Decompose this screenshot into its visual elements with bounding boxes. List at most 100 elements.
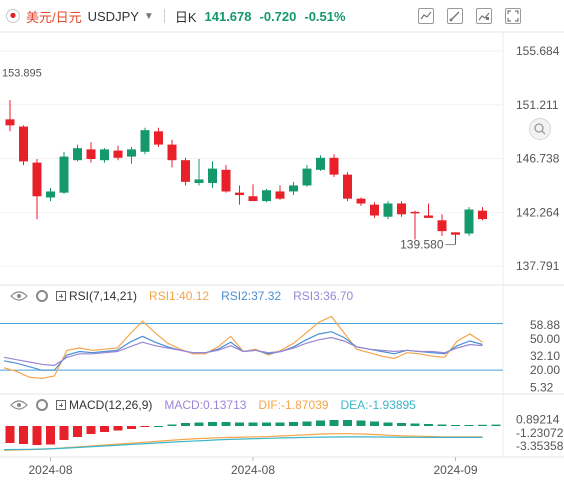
candle-body xyxy=(410,211,420,214)
macd-histogram-bar xyxy=(343,420,352,426)
macd-histogram-bar xyxy=(208,422,217,426)
draw-icon[interactable] xyxy=(447,8,463,24)
macd-tick-label: -1.23072 xyxy=(516,426,564,440)
candle-body xyxy=(113,150,123,158)
price-tick-label: 151.211 xyxy=(516,98,559,112)
candle-body xyxy=(275,191,285,199)
low-price-label: 139.580 xyxy=(400,238,444,252)
rsi3-value: RSI3:36.70 xyxy=(293,289,354,303)
candle-body xyxy=(32,162,42,197)
rsi-tick-label: 32.10 xyxy=(530,349,560,363)
candle-body xyxy=(59,156,69,193)
macd-histogram-bar xyxy=(194,422,204,426)
rsi-line-rsi1 xyxy=(3,315,483,379)
candle-body xyxy=(235,192,244,196)
candle-body xyxy=(262,190,271,202)
macd-histogram-bar xyxy=(262,422,271,426)
rsi-settings-icon[interactable] xyxy=(36,290,48,302)
candle-body xyxy=(194,179,204,184)
macd-histogram-bar xyxy=(410,423,420,426)
currency-flag-icon xyxy=(6,9,20,23)
rsi2-value: RSI2:37.32 xyxy=(221,289,282,303)
candle-body xyxy=(478,210,487,220)
candle-body xyxy=(5,119,15,126)
header-divider xyxy=(163,9,165,23)
dif-value: DIF:-1.87039 xyxy=(258,398,329,412)
rsi-tick-label: 58.88 xyxy=(530,318,560,332)
rsi-pane xyxy=(3,315,483,379)
candle-body xyxy=(302,168,312,186)
price-tick-label: 137.791 xyxy=(516,259,560,273)
macd-histogram-bar xyxy=(59,426,69,440)
macd-histogram-bar xyxy=(235,422,244,426)
candle-body xyxy=(208,168,217,184)
candle-body xyxy=(370,204,379,216)
fullscreen-icon[interactable] xyxy=(505,8,521,24)
rsi1-value: RSI1:40.12 xyxy=(149,289,210,303)
macd-histogram-bar xyxy=(73,426,82,437)
rsi-indicator-name[interactable]: RSI(7,14,21) xyxy=(69,289,138,303)
macd-expand-icon[interactable] xyxy=(56,400,66,410)
candle-body xyxy=(343,174,352,199)
rsi-line-rsi3 xyxy=(3,336,483,367)
timeframe-selector[interactable]: 日K xyxy=(174,9,197,25)
candle-body xyxy=(248,196,258,202)
time-tick-label: 2024-08 xyxy=(28,463,72,477)
candle-body xyxy=(437,220,447,232)
macd-pane xyxy=(3,420,501,451)
grid-lines xyxy=(0,31,564,458)
macd-tick-label: -3.35358 xyxy=(516,439,564,453)
macd-histogram-bar xyxy=(248,422,258,426)
candle-body xyxy=(127,149,136,157)
macd-histogram-bar xyxy=(478,424,487,426)
candle-body xyxy=(46,191,55,198)
symbol-dropdown-icon[interactable]: ▼ xyxy=(143,10,154,22)
indicator-icon[interactable] xyxy=(476,8,492,24)
candle-body xyxy=(181,160,190,182)
macd-histogram-bar xyxy=(329,420,339,426)
macd-histogram-bar xyxy=(181,423,190,426)
rsi-tick-label: 50.00 xyxy=(530,332,560,346)
dea-value: DEA:-1.93895 xyxy=(340,398,416,412)
macd-indicator-name[interactable]: MACD(12,26,9) xyxy=(69,398,153,412)
candle-body xyxy=(140,130,150,152)
macd-histogram-bar xyxy=(491,424,501,426)
macd-dea-line xyxy=(3,436,483,451)
macd-tick-label: 0.89214 xyxy=(516,413,560,427)
rsi-tick-label: 20.00 xyxy=(530,363,560,377)
price-change-percent: -0.51% xyxy=(304,8,346,24)
chart-type-icon[interactable] xyxy=(418,8,434,24)
symbol-code[interactable]: USDJPY xyxy=(87,8,139,24)
candle-body xyxy=(356,198,366,204)
candle-body xyxy=(316,157,325,170)
macd-histogram-bar xyxy=(302,421,312,426)
macd-histogram-bar xyxy=(5,426,15,443)
macd-histogram-bar xyxy=(19,426,28,444)
pair-name[interactable]: 美元/日元 xyxy=(26,9,82,25)
time-tick-label: 2024-08 xyxy=(231,463,275,477)
price-change: -0.720 xyxy=(259,8,297,24)
price-tick-label: 146.738 xyxy=(516,152,560,166)
macd-histogram-bar xyxy=(370,421,379,426)
candle-body xyxy=(221,169,231,192)
macd-histogram-bar xyxy=(140,426,150,427)
high-price-label: 153.895 xyxy=(2,68,42,80)
macd-histogram-bar xyxy=(32,426,42,445)
macd-settings-icon[interactable] xyxy=(36,399,48,411)
zoom-icon[interactable] xyxy=(529,118,551,140)
rsi-expand-icon[interactable] xyxy=(56,291,66,301)
macd-histogram-bar xyxy=(86,426,96,434)
macd-visibility-icon[interactable] xyxy=(10,399,28,411)
macd-value: MACD:0.13713 xyxy=(164,398,247,412)
candle-body xyxy=(100,149,109,161)
rsi-visibility-icon[interactable] xyxy=(10,290,28,302)
candle-body xyxy=(424,215,433,218)
candle-body xyxy=(383,203,393,217)
macd-histogram-bar xyxy=(289,422,298,426)
candle-body xyxy=(73,148,82,161)
candle-body xyxy=(167,144,177,161)
macd-legend: MACD(12,26,9) MACD:0.13713 DIF:-1.87039 … xyxy=(0,396,520,414)
macd-histogram-bar xyxy=(437,424,447,426)
last-price: 141.678 xyxy=(204,8,252,24)
